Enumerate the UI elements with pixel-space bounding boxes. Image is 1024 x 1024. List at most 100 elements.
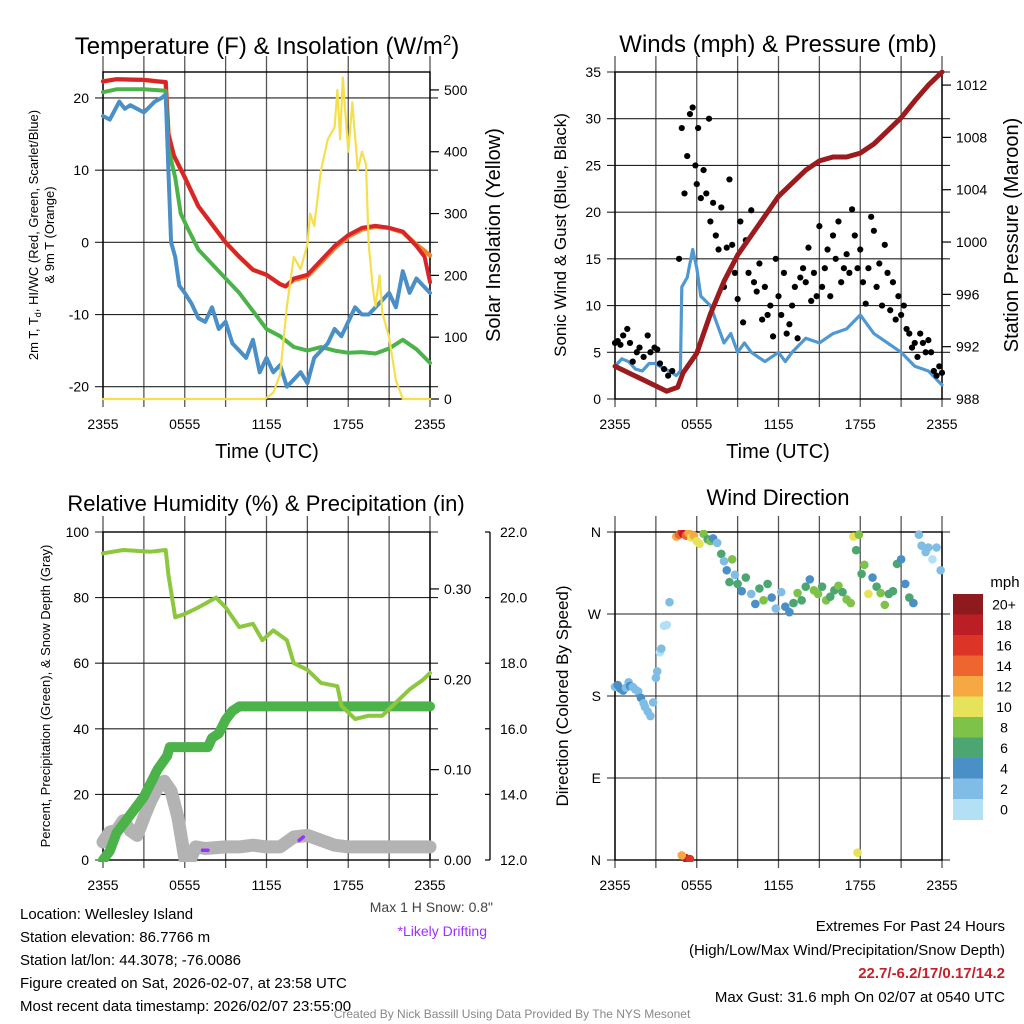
gust-point	[737, 218, 744, 225]
wind-direction-point	[646, 711, 655, 721]
colorbar-label: 2	[1000, 781, 1008, 797]
wind-direction-point	[853, 848, 862, 858]
y2-tick-label: 992	[956, 339, 980, 355]
gust-point	[629, 358, 636, 365]
gust-point	[686, 110, 694, 118]
gust-point	[810, 269, 818, 276]
wind-direction-point	[900, 579, 910, 589]
gust-point	[808, 297, 815, 304]
gust-point	[712, 232, 719, 239]
gust-point	[878, 302, 886, 309]
wind-direction-point	[872, 582, 881, 591]
gust-point	[892, 316, 899, 323]
series-layer	[610, 530, 945, 862]
x-tick-label: 1155	[251, 877, 281, 893]
x-tick-label: 1155	[763, 877, 793, 893]
x-tick-label: 2355	[87, 877, 118, 893]
wind-direction-point	[746, 589, 756, 599]
wind-direction-point	[888, 586, 898, 596]
credit-line: Created By Nick Bassill Using Data Provi…	[333, 1007, 691, 1021]
gust-point	[827, 293, 834, 300]
x-tick-label: 1155	[763, 416, 793, 432]
wind-direction-point	[751, 599, 760, 609]
wind-direction-point	[677, 851, 687, 860]
gust-point	[715, 246, 722, 253]
y-tick-label: 0	[593, 391, 601, 407]
gust-point	[936, 363, 943, 370]
gust-point	[693, 181, 700, 188]
winds-y-axis-label: Sonic Wind & Gust (Blue, Black)	[551, 113, 570, 357]
y2-tick-label: 1012	[956, 77, 987, 93]
gust-point	[703, 190, 710, 197]
gust-point	[786, 321, 793, 328]
gust-point	[745, 269, 752, 276]
gust-point	[775, 293, 782, 300]
wind-direction-point	[801, 582, 811, 591]
colorbar-label: 4	[1000, 760, 1008, 776]
gust-point	[930, 367, 937, 375]
station-info: Location: Wellesley Island Station eleva…	[20, 903, 351, 1018]
y-tick-label: N	[591, 524, 601, 540]
gust-point	[647, 349, 654, 356]
gust-point	[644, 332, 651, 339]
y-tick-label: -20	[69, 379, 89, 395]
temperature-y-axis-label-line2: & 9m T (Orange)	[42, 186, 57, 283]
plot-frame	[614, 71, 943, 400]
gust-point	[819, 283, 826, 290]
wind-direction-point	[917, 541, 926, 550]
colorbar-swatch	[953, 614, 983, 636]
gust-point	[848, 206, 856, 213]
gust-point	[665, 372, 672, 379]
gust-point	[903, 325, 910, 333]
gust-point	[761, 283, 768, 290]
solar-y2-axis-label: Solar Insolation (Yellow)	[483, 128, 505, 342]
y2-tick-label: 0.00	[444, 852, 471, 868]
wind-direction-point	[665, 597, 674, 607]
gust-point	[854, 265, 861, 272]
temperature-x-axis-label: Time (UTC)	[215, 441, 319, 463]
gust-point	[684, 152, 691, 160]
gust-point	[764, 311, 771, 319]
y2-tick-label: 0.30	[444, 581, 471, 597]
gust-point	[624, 325, 631, 333]
wind-direction-point	[825, 592, 835, 601]
y2-tick-label: 1000	[956, 234, 987, 250]
x-tick-label: 1155	[251, 416, 281, 432]
gust-point	[895, 293, 902, 300]
x-tick-label: 1755	[845, 416, 876, 432]
y2-tick-label: 0.20	[444, 671, 471, 687]
temperature-y-axis-label: 2m T, Td, HI/WC (Red, Green, Scarlet/Blu…	[26, 110, 43, 360]
y2-tick-label: 0	[444, 391, 452, 407]
gust-point	[789, 302, 796, 309]
gust-point	[887, 307, 894, 314]
gust-point	[919, 339, 927, 347]
wind-direction-point	[651, 673, 661, 683]
colorbar-label: 20+	[992, 596, 1016, 612]
colorbar-swatch	[953, 717, 983, 738]
gust-point	[835, 218, 842, 225]
x-tick-label: 2355	[926, 877, 957, 893]
colorbar-swatch	[953, 696, 983, 718]
gust-point	[697, 195, 704, 202]
gust-point	[660, 366, 668, 373]
y-tick-label: 5	[593, 344, 601, 360]
series-layer	[100, 76, 433, 401]
gust-point	[881, 241, 888, 248]
wind-direction-chart: N W S E N 2355 0555 1155 1755 2355	[588, 516, 958, 893]
gust-point	[739, 319, 747, 326]
y2-tick-label: 0.10	[444, 762, 471, 778]
y-tick-label: -10	[69, 307, 89, 323]
likely-drifting-annotation: *Likely Drifting	[398, 923, 487, 939]
gust-point	[705, 115, 713, 122]
wind-direction-point	[652, 667, 662, 676]
wind-direction-point	[727, 555, 737, 564]
gust-point	[731, 269, 739, 276]
pressure-y2-axis-label: Station Pressure (Maroon)	[1001, 118, 1023, 353]
extremes-title: Extremes For Past 24 Hours	[815, 918, 1005, 935]
wind-direction-point	[864, 589, 873, 599]
extremes-subtitle: (High/Low/Max Wind/Precipitation/Snow De…	[689, 941, 1005, 959]
gust-point	[914, 353, 921, 361]
wind-direction-point	[936, 565, 945, 575]
y3-tick-label: 16.0	[500, 721, 527, 737]
